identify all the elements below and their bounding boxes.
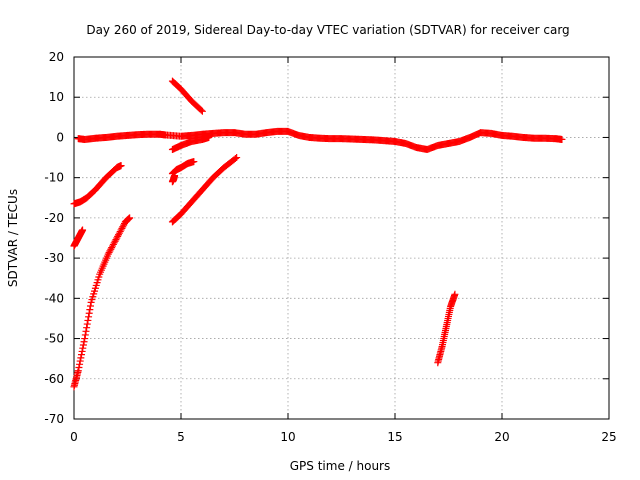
grid [74,57,609,419]
data-point [451,290,459,298]
data-point [81,331,89,339]
x-tick-label: 15 [387,430,402,444]
data-point [108,244,116,252]
data-point [104,250,112,258]
data-point [86,302,94,310]
data-point [79,226,87,234]
data-point [190,158,198,166]
data-point [117,162,125,170]
y-tick-label: 20 [49,50,64,64]
x-tick-label: 10 [280,430,295,444]
y-tick-label: -60 [44,372,64,386]
data-point [112,236,120,244]
data-point [109,242,117,250]
data-point [198,107,206,115]
data-points [70,77,566,391]
data-point [86,306,94,314]
data-point [109,240,117,248]
x-tick-label: 20 [494,430,509,444]
data-point [119,223,127,231]
data-point [75,364,83,372]
y-axis-label: SDTVAR / TECUs [6,189,20,287]
data-point [118,224,126,232]
series-4 [70,214,134,391]
series-3 [70,226,87,250]
data-point [76,360,84,368]
data-point [84,316,92,324]
data-point [116,228,124,236]
data-point [107,245,115,253]
data-point [81,335,89,343]
data-point [77,354,85,362]
y-tick-label: -50 [44,332,64,346]
series-10 [434,290,459,367]
data-point [120,221,128,229]
data-point [115,231,123,239]
series-7 [168,158,198,178]
x-tick-label: 25 [601,430,616,444]
y-tick-label: -10 [44,171,64,185]
series-1 [74,127,566,154]
data-point [197,106,205,114]
y-tick-label: -30 [44,251,64,265]
data-point [558,135,566,143]
data-point [74,367,82,375]
plot-frame [73,56,610,420]
axis-ticks: 0 5 10 15 20 25 20 10 0 -10 -20 -30 -40 -50 -60 -70 [44,50,616,444]
series-8 [168,172,179,186]
series-9 [168,154,241,226]
y-tick-label: -20 [44,211,64,225]
data-point [79,344,87,352]
series-6 [168,133,213,154]
data-point [115,229,123,237]
data-point [85,313,93,321]
series-5 [168,77,206,115]
data-point [105,248,113,256]
data-point [77,351,85,359]
data-point [114,232,122,240]
data-point [78,347,86,355]
data-point [83,324,91,332]
y-tick-label: 0 [56,130,64,144]
data-point [111,237,119,245]
data-point [126,214,134,222]
y-tick-label: -40 [44,291,64,305]
chart-title: Day 260 of 2019, Sidereal Day-to-day VTE… [86,23,569,37]
data-point [79,341,87,349]
y-tick-label: 10 [49,90,64,104]
data-point [113,234,121,242]
data-point [82,327,90,335]
series-2 [70,162,125,208]
x-tick-label: 5 [177,430,185,444]
data-point [76,357,84,365]
data-point [171,172,179,180]
data-point [80,338,88,346]
data-point [231,155,239,163]
data-point [205,133,213,141]
y-tick-label: -70 [44,412,64,426]
x-axis-label: GPS time / hours [290,459,391,473]
data-point [110,239,118,247]
data-point [85,309,93,317]
x-tick-label: 0 [70,430,78,444]
data-point [106,247,114,255]
data-point [233,154,241,162]
data-point [83,320,91,328]
data-point [117,226,125,234]
